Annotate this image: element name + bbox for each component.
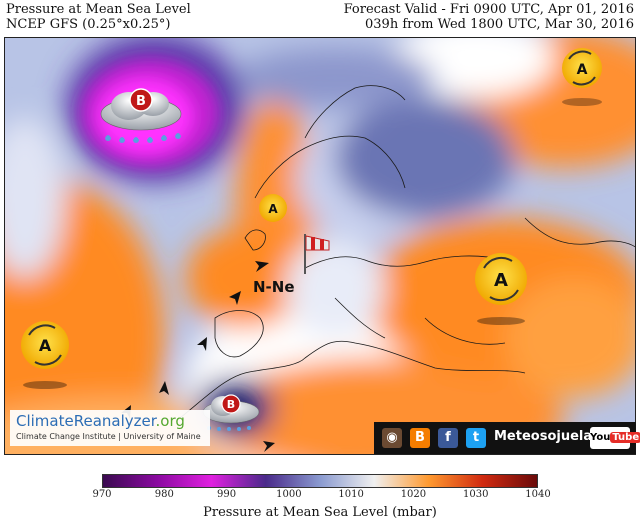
svg-text:A: A bbox=[268, 202, 278, 216]
wind-arrow-icon bbox=[197, 337, 207, 351]
svg-text:A: A bbox=[39, 336, 52, 355]
credit-name: ClimateReanalyzer.org bbox=[16, 412, 185, 430]
forecast-valid: Forecast Valid - Fri 0900 UTC, Apr 01, 2… bbox=[343, 2, 634, 17]
colorbar-tick-label: 1040 bbox=[525, 489, 551, 500]
facebook-icon[interactable]: f bbox=[438, 428, 458, 448]
svg-text:A: A bbox=[494, 270, 508, 291]
colorbar-tick-label: 1000 bbox=[276, 489, 302, 500]
wind-arrow-icon bbox=[263, 441, 275, 452]
wind-arrow-icon bbox=[159, 381, 169, 395]
windsock-icon bbox=[304, 234, 330, 274]
social-bar: ◉ B f t Meteosojuela You Tube bbox=[374, 422, 640, 454]
model-label: NCEP GFS (0.25°x0.25°) bbox=[6, 17, 171, 32]
credit-subtitle: Climate Change Institute | University of… bbox=[16, 432, 201, 441]
colorbar-tick-label: 1010 bbox=[338, 489, 364, 500]
low-pressure-cloud-icon: B bbox=[100, 88, 182, 143]
blogger-icon[interactable]: B bbox=[410, 428, 430, 448]
wind-arrow-icon bbox=[229, 291, 241, 305]
pressure-field: B B A bbox=[5, 38, 635, 454]
map-title: Pressure at Mean Sea Level bbox=[6, 2, 191, 17]
low-pressure-cloud-icon: B bbox=[202, 394, 260, 431]
high-pressure-sun-icon: A bbox=[259, 194, 287, 222]
coastlines bbox=[179, 85, 635, 419]
high-pressure-sun-icon: A bbox=[475, 253, 527, 325]
forecast-run: 039h from Wed 1800 UTC, Mar 30, 2016 bbox=[365, 17, 634, 32]
instagram-icon[interactable]: ◉ bbox=[382, 428, 402, 448]
svg-text:B: B bbox=[227, 398, 235, 411]
svg-text:B: B bbox=[136, 94, 146, 109]
colorbar-tick-label: 1030 bbox=[462, 489, 489, 500]
twitter-icon[interactable]: t bbox=[466, 428, 486, 448]
credit-box[interactable]: ClimateReanalyzer.org Climate Change Ins… bbox=[10, 410, 210, 446]
high-pressure-sun-icon: A bbox=[562, 48, 602, 106]
youtube-icon[interactable]: You Tube bbox=[590, 427, 640, 449]
colorbar-tick-label: 970 bbox=[92, 489, 112, 500]
pressure-colorbar bbox=[102, 474, 538, 488]
wind-arrow-icon bbox=[255, 261, 269, 272]
colorbar-tick-label: 980 bbox=[154, 489, 174, 500]
colorbar-tick-label: 1020 bbox=[400, 489, 427, 500]
colorbar-title: Pressure at Mean Sea Level (mbar) bbox=[203, 505, 437, 520]
svg-text:A: A bbox=[577, 62, 588, 78]
high-pressure-sun-icon: A bbox=[21, 321, 69, 389]
colorbar-tick-label: 990 bbox=[217, 489, 237, 500]
map-header: Pressure at Mean Sea Level NCEP GFS (0.2… bbox=[0, 0, 640, 36]
brand-label: Meteosojuela bbox=[494, 429, 593, 444]
pressure-map: B B A bbox=[4, 37, 636, 455]
wind-direction-label: N-Ne bbox=[253, 278, 295, 296]
